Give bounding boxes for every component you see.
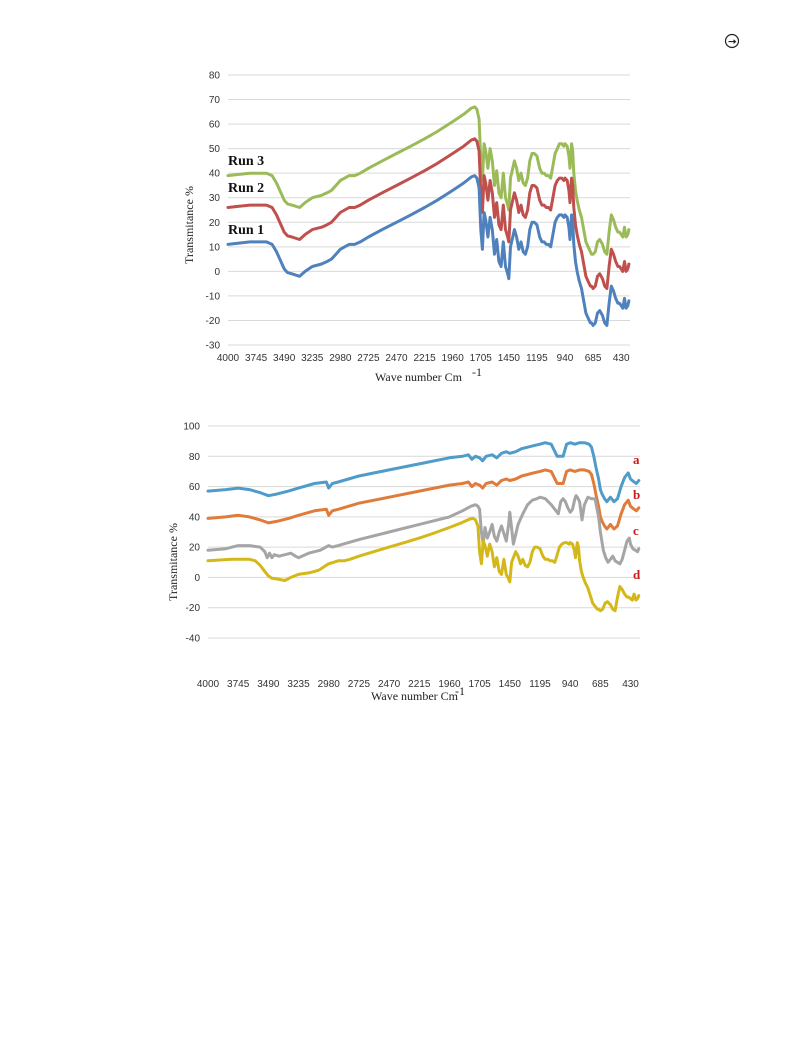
- series-label-c: c: [633, 523, 639, 538]
- x-tick-label: 685: [592, 679, 609, 690]
- y-tick-label: 80: [189, 452, 201, 463]
- y-tick-labels: 100 80 60 40 20 0 -20 -40: [183, 422, 200, 645]
- x-tick-label: 3235: [301, 353, 324, 364]
- x-tick-label: 1705: [470, 353, 493, 364]
- x-tick-label: 2725: [357, 353, 380, 364]
- y-tick-label: -10: [206, 291, 221, 302]
- x-tick-labels: 4000 3745 3490 3235 2980 2725 2470 2215 1960 1705…: [217, 353, 630, 364]
- y-tick-label: -20: [186, 603, 201, 614]
- y-tick-label: 10: [209, 242, 221, 253]
- x-tick-label: 2470: [378, 679, 401, 690]
- y-tick-label: 60: [209, 120, 221, 131]
- x-tick-label: 3745: [227, 679, 250, 690]
- series-lines: [226, 105, 631, 327]
- x-tick-label: 1450: [498, 353, 521, 364]
- x-tick-label: 2980: [318, 679, 341, 690]
- x-tick-label: 940: [557, 353, 574, 364]
- series-lines: [206, 441, 641, 613]
- x-tick-label: 1195: [529, 679, 551, 690]
- ftir-chart-runs: 80 70 60 50 40 30 20 10 0 -10 -20 -30 4000 3745 3490 3…: [182, 71, 631, 384]
- series-label-run-1: Run 1: [228, 223, 264, 238]
- y-tick-label: -40: [186, 634, 201, 645]
- y-tick-label: 60: [189, 482, 201, 493]
- x-tick-label: 3745: [245, 353, 268, 364]
- x-axis-title: Wave number Cm: [375, 370, 463, 384]
- y-tick-label: 0: [214, 267, 220, 278]
- series-line-run-1: [226, 174, 631, 327]
- series-line-d: [206, 516, 641, 613]
- series-line-run-2: [226, 137, 631, 290]
- x-axis-title-superscript: -1: [472, 365, 482, 379]
- series-label-b: b: [633, 487, 640, 502]
- x-tick-label: 2215: [413, 353, 436, 364]
- x-tick-label: 1960: [438, 679, 461, 690]
- x-tick-label: 940: [562, 679, 579, 690]
- y-tick-label: 40: [189, 512, 201, 523]
- ftir-chart-samples: 100 80 60 40 20 0 -20 -40 4000 3745 3490 3235 2980 2…: [166, 422, 641, 704]
- chart-grid: [228, 74, 630, 346]
- x-tick-label: 2725: [348, 679, 371, 690]
- y-tick-label: -20: [206, 316, 221, 327]
- y-tick-label: 100: [183, 422, 200, 433]
- y-tick-label: 70: [209, 95, 221, 106]
- x-tick-label: 3235: [287, 679, 310, 690]
- series-label-d: d: [633, 567, 641, 582]
- series-line-c: [206, 494, 641, 566]
- y-axis-title: Transmitance %: [182, 186, 196, 264]
- x-tick-label: 3490: [273, 353, 296, 364]
- x-tick-label: 1705: [469, 679, 492, 690]
- series-label-run-3: Run 3: [228, 154, 264, 169]
- y-tick-labels: 80 70 60 50 40 30 20 10 0 -10 -20 -30: [206, 71, 221, 352]
- x-tick-label: 430: [613, 353, 630, 364]
- x-tick-label: 2215: [408, 679, 431, 690]
- series-line-a: [206, 441, 641, 504]
- series-label-a: a: [633, 452, 640, 467]
- series-labels: Run 3 Run 2 Run 1: [228, 154, 264, 238]
- x-axis-title: Wave number Cm: [371, 689, 459, 703]
- y-tick-label: 80: [209, 71, 221, 82]
- x-tick-label: 3490: [257, 679, 280, 690]
- chart-grid: [208, 425, 640, 639]
- x-tick-labels: 4000 3745 3490 3235 2980 2725 2470 2215 1960 1705…: [197, 679, 639, 690]
- x-tick-label: 2470: [385, 353, 408, 364]
- y-tick-label: 50: [209, 144, 221, 155]
- circled-arrow-icon: [724, 33, 740, 49]
- x-tick-label: 4000: [217, 353, 240, 364]
- x-tick-label: 1195: [526, 353, 548, 364]
- x-tick-label: 685: [585, 353, 602, 364]
- x-tick-label: 4000: [197, 679, 220, 690]
- series-labels: a b c d: [633, 452, 641, 582]
- y-tick-label: -30: [206, 341, 221, 352]
- y-tick-label: 20: [209, 218, 221, 229]
- x-tick-label: 1960: [442, 353, 465, 364]
- y-tick-label: 30: [209, 193, 221, 204]
- x-tick-label: 1450: [499, 679, 522, 690]
- x-tick-label: 2980: [329, 353, 352, 364]
- y-tick-label: 0: [194, 573, 200, 584]
- x-axis-title-superscript: -1: [455, 684, 465, 698]
- series-line-run-3: [226, 105, 631, 256]
- y-tick-label: 40: [209, 169, 221, 180]
- y-tick-label: 20: [189, 543, 201, 554]
- y-axis-title: Transmitance %: [166, 523, 180, 601]
- series-line-b: [206, 468, 641, 531]
- x-tick-label: 430: [622, 679, 639, 690]
- series-label-run-2: Run 2: [228, 181, 264, 196]
